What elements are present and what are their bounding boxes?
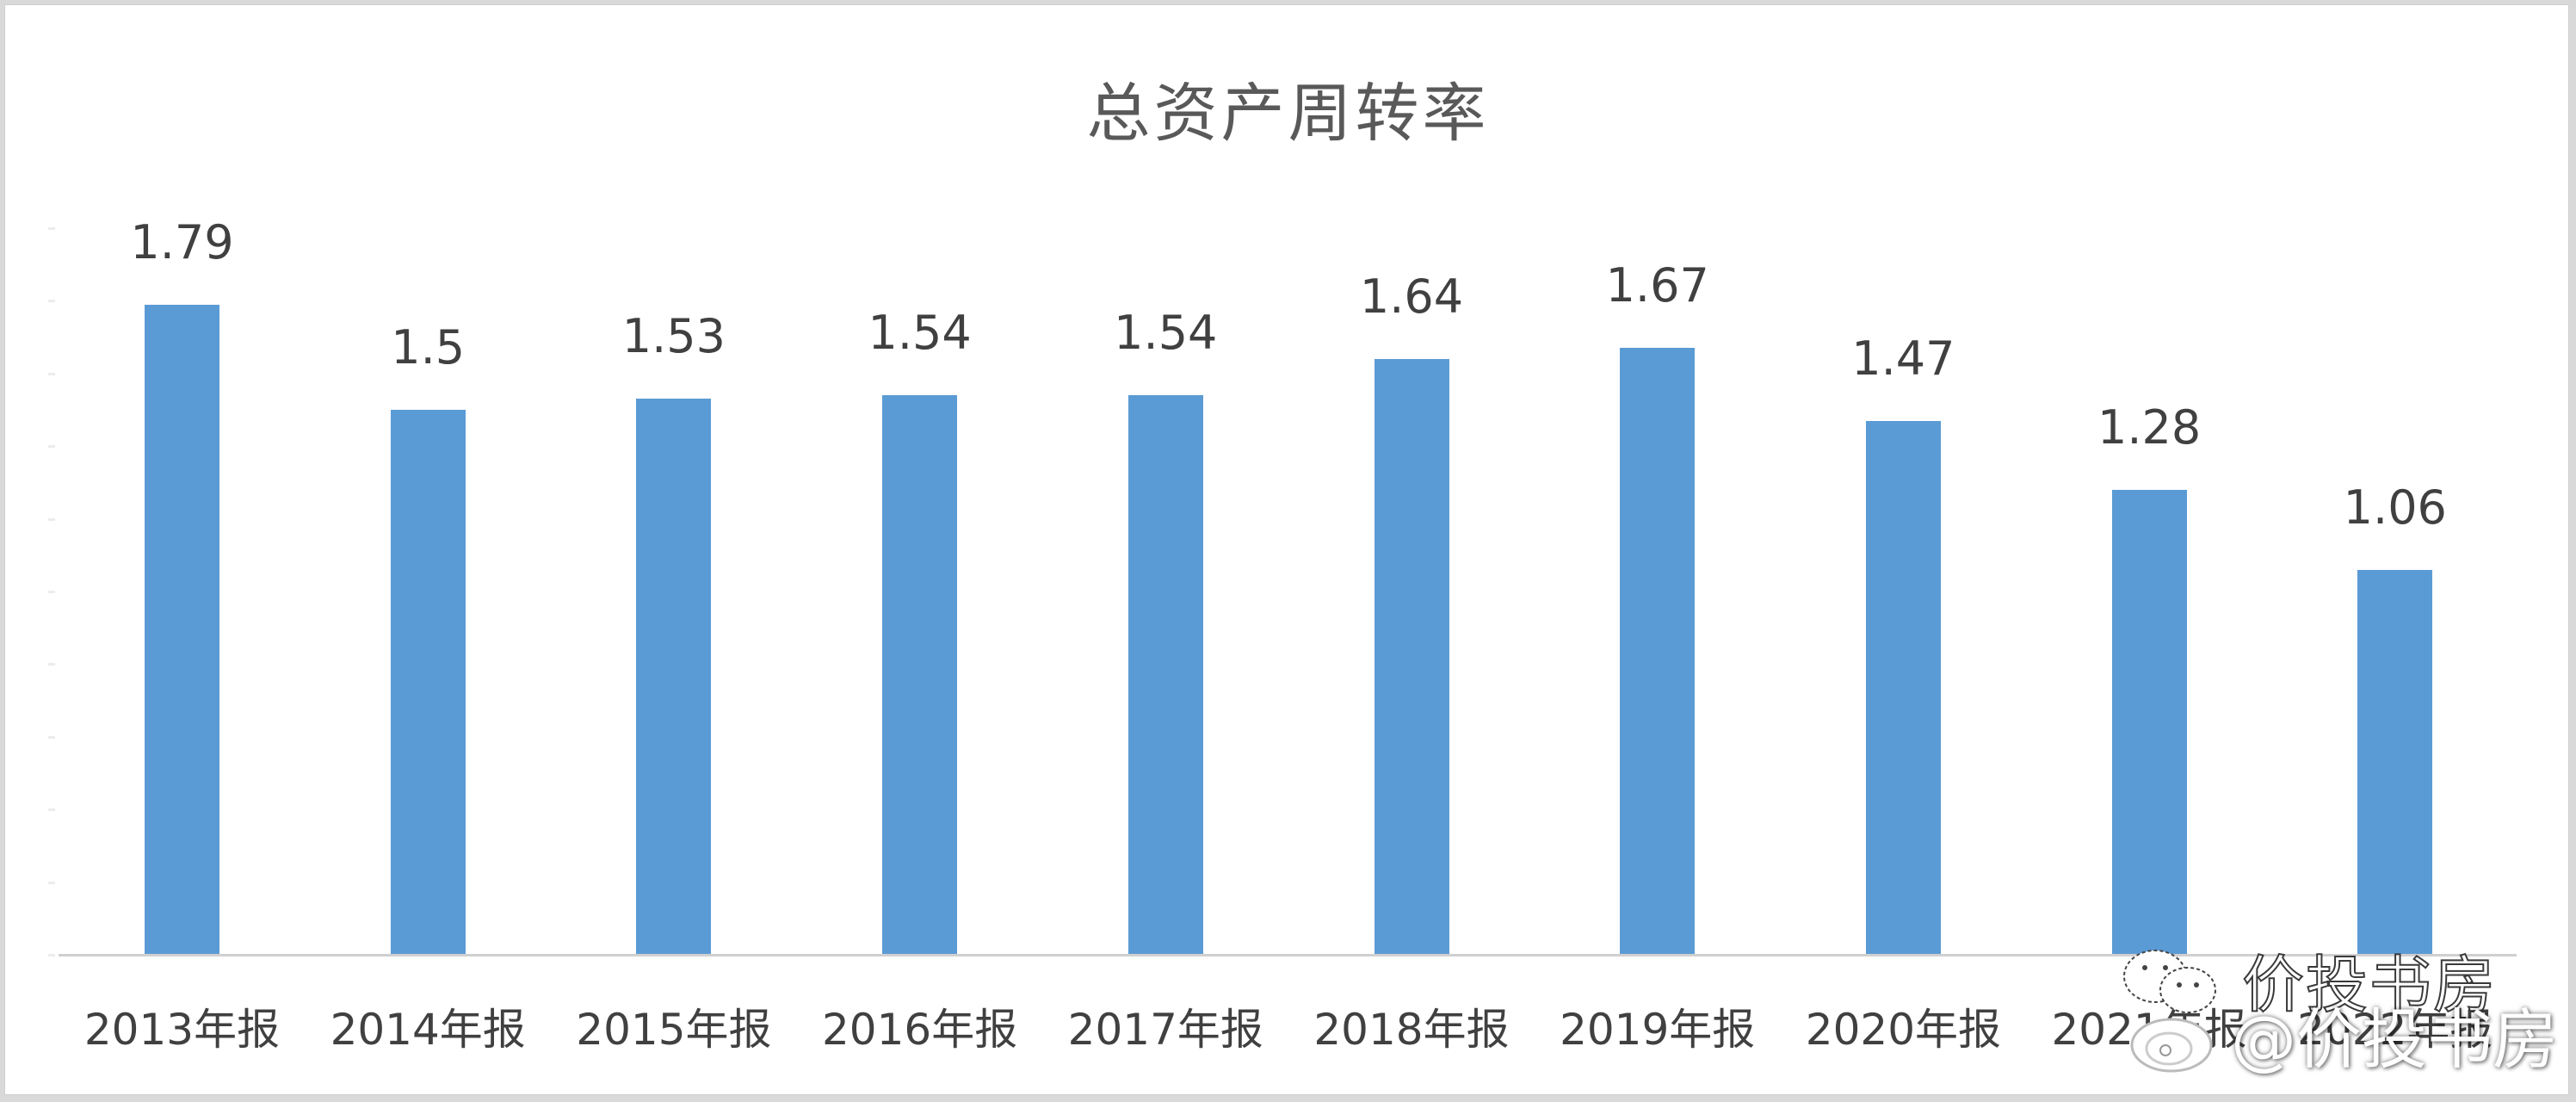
x-axis-category-label: 2019年报 bbox=[1560, 1005, 1756, 1055]
y-tick-mark bbox=[48, 808, 55, 812]
bar bbox=[390, 410, 466, 955]
bar-value-label: 1.54 bbox=[1114, 306, 1218, 361]
bar bbox=[882, 395, 958, 955]
x-axis-category-label: 2017年报 bbox=[1067, 1005, 1263, 1055]
bar bbox=[1374, 358, 1449, 955]
bar bbox=[145, 304, 219, 955]
y-tick-mark bbox=[48, 300, 55, 303]
y-tick-mark bbox=[48, 663, 55, 666]
bar-value-label: 1.54 bbox=[868, 306, 972, 361]
x-axis-category-label: 2014年报 bbox=[330, 1005, 526, 1055]
y-tick-mark bbox=[48, 735, 55, 739]
bar-value-label: 1.79 bbox=[130, 214, 234, 269]
chart-title: 总资产周转率 bbox=[1086, 77, 1490, 151]
y-tick-mark bbox=[48, 445, 55, 449]
bar-value-label: 1.5 bbox=[391, 320, 466, 375]
bar-value-label: 1.47 bbox=[1851, 331, 1955, 386]
bar bbox=[2111, 489, 2187, 955]
y-tick-mark bbox=[48, 591, 55, 593]
bar-value-label: 1.64 bbox=[1359, 269, 1464, 324]
weibo-watermark-text: @价投书房 bbox=[2231, 1001, 2558, 1078]
bar bbox=[2357, 569, 2433, 955]
bar-value-label: 1.06 bbox=[2343, 480, 2447, 535]
bar-value-label: 1.28 bbox=[2097, 399, 2202, 455]
wechat-watermark-text: 价投书房 bbox=[2241, 949, 2498, 1021]
bar bbox=[636, 399, 712, 955]
bar bbox=[1127, 395, 1203, 955]
weibo-icon bbox=[2130, 1018, 2213, 1073]
x-axis-category-label: 2020年报 bbox=[1805, 1005, 2002, 1055]
x-axis-category-label: 2018年报 bbox=[1313, 1005, 1510, 1055]
bar bbox=[1865, 420, 1941, 955]
bar bbox=[1620, 348, 1696, 955]
x-axis-category-label: 2015年报 bbox=[576, 1005, 772, 1055]
x-axis-category-label: 2013年报 bbox=[83, 1005, 281, 1055]
wechat-icon bbox=[2123, 950, 2216, 1013]
bar-value-label: 1.53 bbox=[621, 309, 726, 364]
bar-value-label: 1.67 bbox=[1605, 258, 1709, 313]
y-tick-mark bbox=[48, 227, 55, 230]
y-tick-mark bbox=[48, 372, 55, 375]
x-axis-line bbox=[59, 954, 2517, 957]
y-tick-mark bbox=[48, 954, 55, 957]
y-tick-mark bbox=[48, 881, 55, 884]
x-axis-category-label: 2022年报 bbox=[2297, 1005, 2493, 1055]
y-tick-mark bbox=[48, 517, 55, 521]
x-axis-category-label: 2016年报 bbox=[821, 1005, 1018, 1055]
